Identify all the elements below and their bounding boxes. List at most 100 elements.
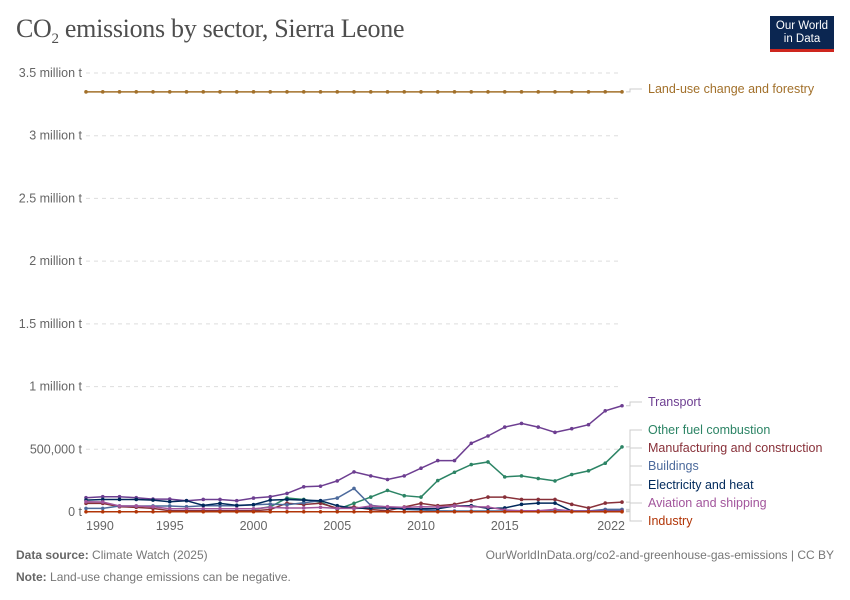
data-point xyxy=(285,502,289,507)
series-industry xyxy=(84,509,624,514)
data-point xyxy=(167,90,172,94)
data-point xyxy=(536,509,541,514)
note-value: Land-use change emissions can be negativ… xyxy=(50,570,291,584)
data-point xyxy=(151,90,155,94)
data-point xyxy=(352,486,356,491)
owid-logo[interactable]: Our World in Data xyxy=(770,16,834,52)
series-label: Transport xyxy=(648,395,702,409)
source-value[interactable]: Climate Watch (2025) xyxy=(92,548,208,562)
data-point xyxy=(285,506,289,510)
data-point xyxy=(419,504,423,509)
data-point xyxy=(435,478,440,483)
data-point xyxy=(603,501,608,505)
data-point xyxy=(603,408,608,413)
data-point xyxy=(167,499,172,504)
data-point xyxy=(251,502,256,507)
data-point xyxy=(553,479,557,483)
data-point xyxy=(251,509,256,514)
series-lines xyxy=(84,90,624,514)
data-point xyxy=(335,506,340,511)
data-point xyxy=(385,477,390,482)
data-point xyxy=(218,506,222,511)
data-point xyxy=(519,90,524,94)
data-point xyxy=(586,509,591,514)
source-label: Data source: xyxy=(16,548,89,562)
data-point xyxy=(268,90,273,94)
data-point xyxy=(285,491,289,496)
data-point xyxy=(84,499,88,504)
data-point xyxy=(352,90,356,94)
data-point xyxy=(435,458,440,463)
data-point xyxy=(84,509,88,514)
data-point xyxy=(151,504,155,509)
series-other-fuel-combustion xyxy=(251,445,624,512)
data-point xyxy=(151,509,155,514)
y-tick-label: 0 t xyxy=(68,505,82,519)
data-point xyxy=(218,90,222,94)
data-point xyxy=(368,474,373,478)
label-connector xyxy=(626,484,642,512)
data-point xyxy=(234,90,239,94)
series-land-use-change-and-forestry xyxy=(84,90,624,94)
data-point xyxy=(603,461,608,466)
chart-note: Note: Land-use change emissions can be n… xyxy=(16,570,291,584)
data-point xyxy=(368,509,373,514)
data-point xyxy=(301,90,306,94)
data-point xyxy=(167,509,172,514)
series-label: Manufacturing and construction xyxy=(648,441,822,455)
data-point xyxy=(84,90,88,94)
data-point xyxy=(469,441,474,446)
data-point xyxy=(419,495,423,499)
data-point xyxy=(519,421,524,426)
data-point xyxy=(402,90,407,94)
data-point xyxy=(100,506,105,511)
label-connector xyxy=(626,429,642,448)
data-point xyxy=(502,90,507,94)
data-point xyxy=(318,90,323,94)
data-point xyxy=(201,90,206,94)
series-label: Electricity and heat xyxy=(648,478,754,492)
label-connector xyxy=(626,502,642,512)
data-point xyxy=(134,497,139,502)
data-point xyxy=(452,90,457,94)
data-point xyxy=(167,497,172,501)
data-point xyxy=(620,445,624,449)
data-point xyxy=(569,472,574,477)
data-point xyxy=(402,509,407,514)
data-point xyxy=(251,506,256,511)
data-point xyxy=(586,90,591,94)
data-point xyxy=(117,494,122,499)
data-point xyxy=(201,503,206,508)
data-point xyxy=(553,509,557,514)
data-point xyxy=(553,497,557,502)
title-suffix: emissions by sector, Sierra Leone xyxy=(58,14,405,43)
data-point xyxy=(603,509,608,514)
data-point xyxy=(234,506,239,511)
data-point xyxy=(502,475,507,479)
data-point xyxy=(268,498,273,502)
data-point xyxy=(100,90,105,94)
data-point xyxy=(486,509,490,514)
source-url[interactable]: OurWorldInData.org/co2-and-greenhouse-ga… xyxy=(485,548,834,562)
data-point xyxy=(84,506,88,511)
logo-line-1: Our World xyxy=(775,20,829,32)
data-point xyxy=(117,497,122,502)
data-point xyxy=(419,501,423,506)
data-point xyxy=(184,498,189,503)
data-point xyxy=(553,501,557,505)
data-point xyxy=(151,498,155,502)
data-point xyxy=(268,505,273,510)
data-point xyxy=(301,509,306,514)
data-point xyxy=(100,509,105,514)
data-point xyxy=(301,498,306,502)
label-connector xyxy=(626,88,642,93)
y-axis-ticks: 0 t 500,000 t 1 million t 1.5 million t 2 mi… xyxy=(19,66,83,519)
data-point xyxy=(234,509,239,514)
data-point xyxy=(285,497,289,502)
data-point xyxy=(117,509,122,514)
data-point xyxy=(586,422,591,427)
data-point xyxy=(385,488,390,493)
data-point xyxy=(519,502,524,507)
title-prefix: CO xyxy=(16,14,52,43)
